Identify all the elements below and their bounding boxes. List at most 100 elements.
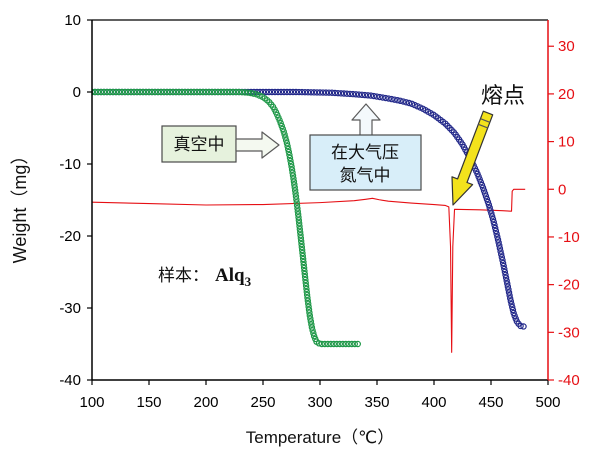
vacuum-series-marker [205,88,213,96]
vacuum-series-marker [298,243,306,251]
vacuum-series-marker [301,273,309,281]
vacuum-series-marker [172,88,180,96]
vacuum-series-marker [289,172,297,179]
vacuum-series-marker [118,88,126,96]
nitrogen-series-marker [488,213,496,220]
vacuum-series-marker [327,340,334,348]
nitrogen-series-marker [400,98,407,105]
vacuum-series-marker [145,88,153,96]
nitrogen-series-marker [355,91,363,98]
nitrogen-series-marker [506,295,514,302]
left-y-tick-label: -10 [59,156,81,173]
vacuum-series-marker [290,178,298,185]
x-axis-label: Temperature（℃） [246,428,395,447]
melting-point-arrow-icon [451,110,494,206]
arrow-tail-stripe [478,123,488,129]
vacuum-series-marker [293,196,300,203]
vacuum-series-marker [305,300,312,307]
vacuum-series-marker [296,229,304,236]
right-y-tick-label: 20 [558,86,575,103]
nitrogen-series-marker [494,236,502,243]
nitrogen-series-marker [376,93,383,101]
vacuum-series-marker [244,89,252,96]
nitrogen-series-marker [331,89,339,97]
nitrogen-series-marker [388,95,395,103]
nitrogen-series-marker [316,89,324,96]
vacuum-series-marker [303,285,310,293]
nitrogen-series-marker [496,245,504,252]
vacuum-series-marker [298,246,306,254]
vacuum-series-marker [291,181,298,188]
vacuum-series-marker [302,282,310,290]
vacuum-series-marker [277,119,284,127]
nitrogen-label-line-1: 在大气压 [331,143,399,163]
vacuum-series-marker [208,88,216,96]
x-tick-label: 300 [307,394,332,411]
vacuum-series-marker [297,234,305,242]
vacuum-series-marker [214,88,222,96]
vacuum-series-marker [294,208,301,215]
x-tick-label: 100 [79,394,104,411]
left-y-tick-label: -40 [59,372,81,389]
nitrogen-series-marker [346,90,354,98]
left-y-tick-label: 0 [73,84,81,101]
x-tick-label: 450 [478,394,503,411]
vacuum-series-marker [294,205,301,212]
vacuum-series-marker [175,88,183,96]
vacuum-series-marker [288,163,295,170]
nitrogen-series-marker [322,89,330,96]
vacuum-series-marker [282,137,290,144]
nitrogen-series-marker [506,292,513,299]
vacuum-series-marker [184,88,192,96]
nitrogen-series-marker [319,89,327,96]
vacuum-series-marker [285,145,292,153]
vacuum-series-marker [199,88,207,96]
vacuum-label-box [161,125,237,163]
nitrogen-series-marker [500,262,507,270]
vacuum-series-marker [136,88,144,96]
nitrogen-series-marker [301,88,309,96]
nitrogen-series-marker [403,99,410,106]
nitrogen-series-marker [491,224,499,232]
nitrogen-series-marker [480,187,488,194]
vacuum-series-marker [300,258,307,266]
vacuum-series-marker [305,303,312,310]
vacuum-series-group [92,88,361,348]
vacuum-label: 真空中 [174,135,225,155]
vacuum-series-marker [127,88,135,96]
x-tick-label: 350 [364,394,389,411]
vacuum-series-marker [103,88,111,96]
nitrogen-series-marker [509,306,517,314]
vacuum-series-marker [112,88,120,96]
vacuum-series-marker [235,88,243,96]
vacuum-series-marker [281,131,288,138]
vacuum-series-marker [217,88,225,96]
nitrogen-series-marker [292,88,300,96]
vacuum-series-marker [282,134,289,141]
vacuum-series-marker [160,88,168,96]
vacuum-series-marker [291,187,299,194]
nitrogen-series-marker [482,193,490,200]
right-y-tick-label: 10 [558,134,575,151]
x-tick-label: 500 [535,394,560,411]
vacuum-series-marker [193,88,201,96]
nitrogen-series-marker [486,204,493,211]
vacuum-series-marker [292,193,300,200]
vacuum-series-marker [290,175,297,182]
vacuum-series-marker [226,88,234,96]
vacuum-series-marker [296,226,304,233]
vacuum-series-marker [288,166,296,173]
vacuum-series-marker [292,190,299,197]
vacuum-series-marker [336,340,343,348]
vacuum-series-marker [287,160,295,168]
vacuum-series-marker [300,264,308,272]
melting-point-label: 熔点 [481,84,525,109]
nitrogen-series-marker [520,323,527,330]
nitrogen-series-marker [501,265,508,273]
vacuum-series-marker [295,220,303,227]
vacuum-series-marker [181,88,189,96]
vacuum-series-marker [287,157,294,165]
vacuum-series-marker [301,267,308,275]
nitrogen-series-marker [489,216,497,223]
